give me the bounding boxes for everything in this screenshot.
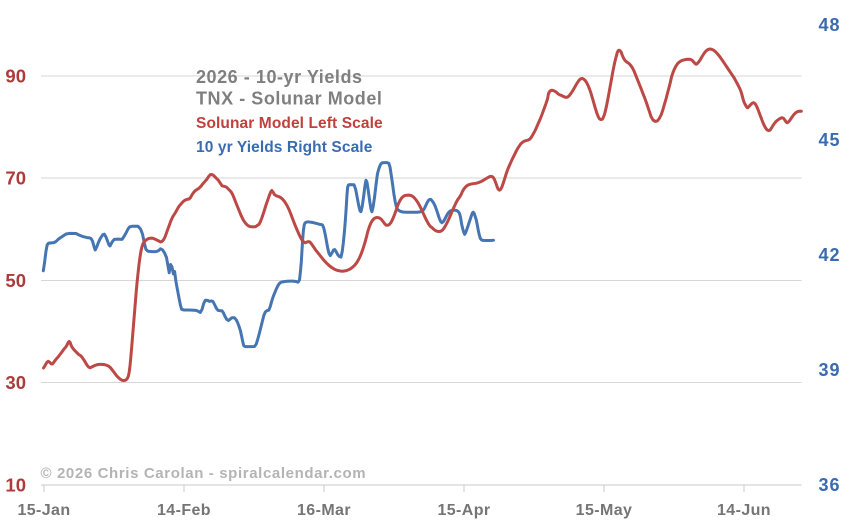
svg-text:2026 - 10-yr Yields: 2026 - 10-yr Yields bbox=[196, 67, 363, 87]
svg-text:39: 39 bbox=[819, 360, 841, 380]
svg-text:14-Feb: 14-Feb bbox=[157, 502, 211, 519]
svg-text:10 yr Yields Right Scale: 10 yr Yields Right Scale bbox=[196, 139, 373, 156]
svg-text:48: 48 bbox=[819, 15, 841, 35]
svg-text:42: 42 bbox=[819, 245, 841, 265]
svg-text:30: 30 bbox=[5, 372, 26, 393]
svg-text:15-Apr: 15-Apr bbox=[437, 502, 490, 519]
svg-text:© 2026 Chris Carolan - spiralc: © 2026 Chris Carolan - spiralcalendar.co… bbox=[41, 465, 367, 482]
svg-text:15-May: 15-May bbox=[576, 502, 633, 519]
svg-text:14-Jun: 14-Jun bbox=[717, 502, 771, 519]
svg-text:36: 36 bbox=[819, 475, 841, 495]
svg-text:10: 10 bbox=[5, 475, 26, 496]
svg-text:90: 90 bbox=[5, 66, 26, 87]
svg-text:50: 50 bbox=[5, 270, 26, 291]
svg-text:15-Jan: 15-Jan bbox=[17, 502, 70, 519]
svg-text:70: 70 bbox=[5, 168, 26, 189]
svg-text:16-Mar: 16-Mar bbox=[297, 502, 351, 519]
svg-text:TNX - Solunar Model: TNX - Solunar Model bbox=[196, 89, 382, 109]
svg-text:Solunar Model Left Scale: Solunar Model Left Scale bbox=[196, 115, 383, 132]
svg-text:45: 45 bbox=[819, 130, 841, 150]
